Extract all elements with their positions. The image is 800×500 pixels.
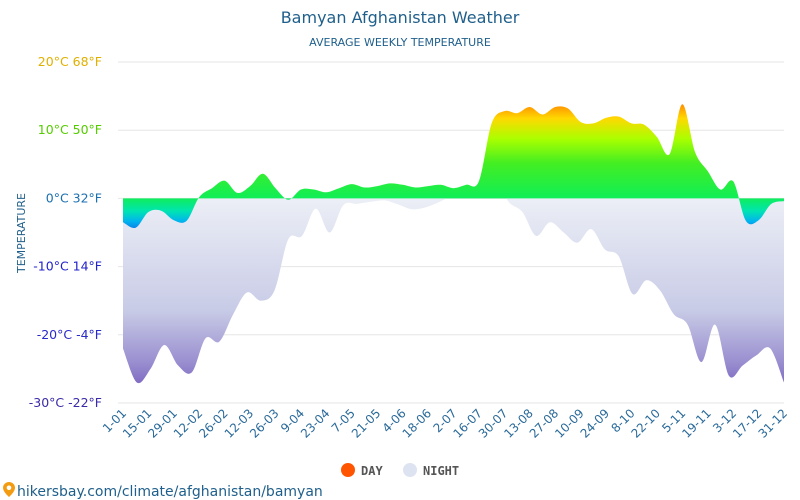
legend-item-night[interactable]: NIGHT <box>403 463 459 478</box>
y-tick-label: -10°C 14°F <box>33 259 102 274</box>
x-tick-label: 24-09 <box>578 406 613 441</box>
location-pin-icon <box>3 482 15 497</box>
chart-subtitle: AVERAGE WEEKLY TEMPERATURE <box>309 36 491 49</box>
source-link[interactable]: hikersbay.com/climate/afghanistan/bamyan <box>3 482 323 500</box>
x-tick-label: 23-04 <box>298 406 333 441</box>
night-series-area <box>123 177 784 384</box>
x-tick-label: 22-10 <box>628 406 663 441</box>
legend-item-day[interactable]: DAY <box>341 463 383 478</box>
legend: DAY NIGHT <box>341 463 459 478</box>
legend-night-swatch <box>403 463 417 477</box>
legend-day-label: DAY <box>361 464 383 478</box>
x-axis-ticks: 1-0115-0129-0112-0226-0212-0326-039-0423… <box>100 406 790 441</box>
chart-title: Bamyan Afghanistan Weather <box>281 8 520 27</box>
legend-day-swatch <box>341 463 355 477</box>
x-tick-label: 19-11 <box>679 406 714 441</box>
x-tick-label: 21-05 <box>349 406 384 441</box>
y-tick-label: 0°C 32°F <box>46 190 102 205</box>
y-axis-ticks: 20°C 68°F 10°C 50°F 0°C 32°F -10°C 14°F -20°… <box>29 54 102 410</box>
x-tick-label: 31-12 <box>756 406 791 441</box>
source-url[interactable]: hikersbay.com/climate/afghanistan/bamyan <box>17 484 323 500</box>
x-tick-label: 18-06 <box>400 406 435 441</box>
day-series-area <box>123 104 784 228</box>
legend-night-label: NIGHT <box>423 464 459 478</box>
y-axis-label: TEMPERATURE <box>15 193 28 274</box>
x-tick-label: 26-03 <box>247 406 282 441</box>
y-tick-label: 20°C 68°F <box>38 54 102 69</box>
y-tick-label: 10°C 50°F <box>38 122 102 137</box>
y-tick-label: -20°C -4°F <box>37 327 102 342</box>
y-tick-label: -30°C -22°F <box>29 395 102 410</box>
